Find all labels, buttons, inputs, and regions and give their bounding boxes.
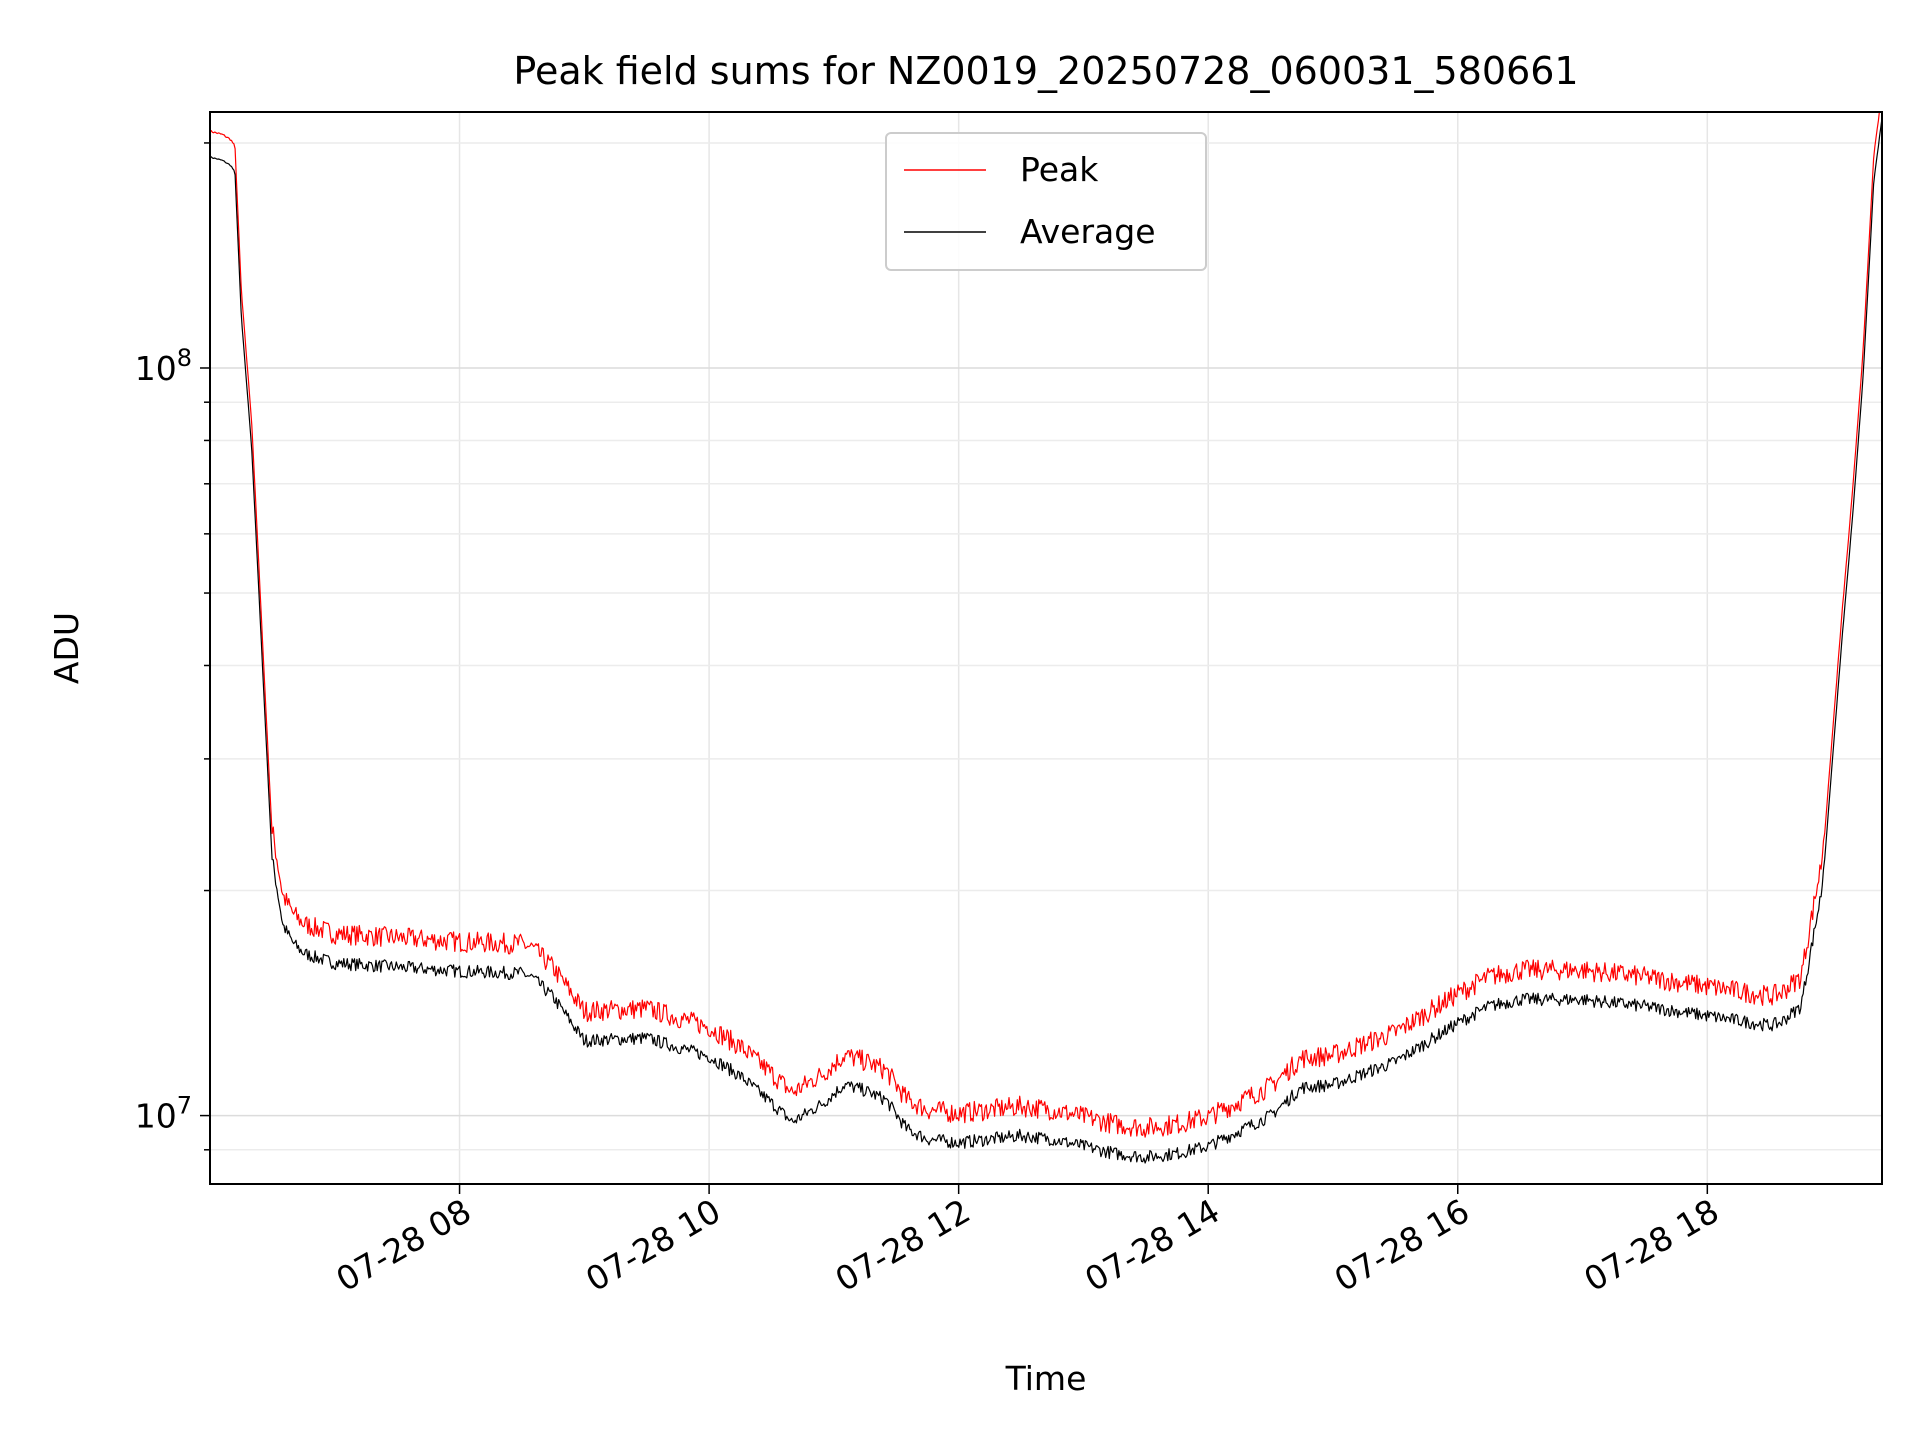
- legend-label-peak: Peak: [1020, 150, 1099, 189]
- y-axis-label: ADU: [47, 612, 86, 684]
- grid-lines: [210, 112, 1882, 1184]
- x-tick-label: 07-28 14: [1078, 1191, 1226, 1299]
- x-axis-label: Time: [1005, 1359, 1087, 1398]
- legend-label-average: Average: [1020, 212, 1156, 251]
- x-tick-label: 07-28 18: [1577, 1191, 1725, 1299]
- y-tick-label: 107: [135, 1092, 192, 1136]
- series-line-average: [210, 117, 1882, 1164]
- legend-box: [885, 132, 1207, 271]
- series-line-peak: [210, 112, 1880, 1138]
- plot-frame: [209, 111, 1883, 1185]
- series-lines: [210, 112, 1882, 1164]
- x-tick-label: 07-28 16: [1328, 1191, 1476, 1299]
- chart-title: Peak field sums for NZ0019_20250728_0600…: [513, 49, 1578, 93]
- x-tick-label: 07-28 12: [829, 1191, 977, 1299]
- legend: Peak Average: [885, 132, 1207, 271]
- x-tick-label: 07-28 10: [579, 1191, 727, 1299]
- x-tick-label: 07-28 08: [330, 1191, 478, 1299]
- axis-ticks: 07-28 08 07-28 10 07-28 12 07-28 14 07-28 16…: [135, 142, 1725, 1299]
- y-tick-label: 108: [135, 344, 192, 388]
